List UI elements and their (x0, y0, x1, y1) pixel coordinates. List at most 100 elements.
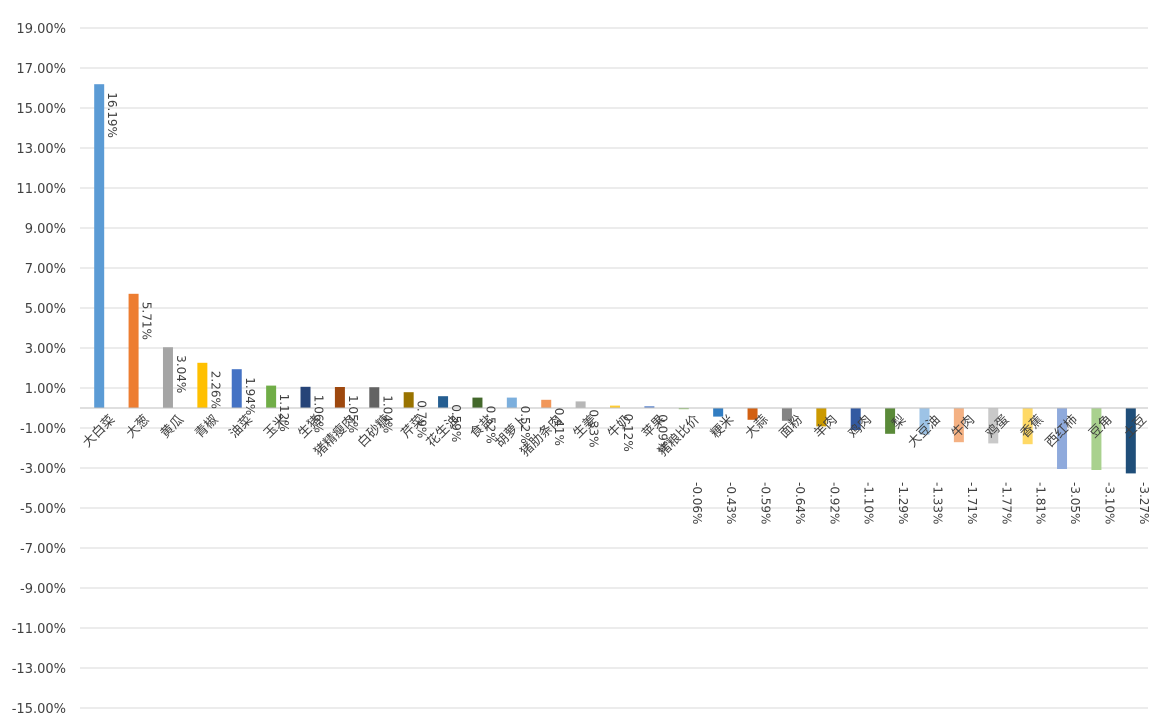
data-label: 5.71% (140, 302, 154, 340)
data-label: 0.33% (587, 409, 601, 447)
category-label: 粳米 (708, 412, 737, 441)
category-label: 大葱 (124, 412, 153, 441)
y-tick-label: 15.00% (16, 102, 66, 117)
bar (781, 408, 792, 421)
data-label: -1.77% (999, 482, 1013, 524)
y-tick-label: -7.00% (20, 542, 66, 557)
y-tick-label: 9.00% (25, 222, 66, 237)
data-label: -1.29% (896, 482, 910, 524)
data-label: -0.06% (690, 482, 704, 524)
bar (334, 387, 345, 408)
y-tick-label: -11.00% (12, 622, 66, 637)
bar (575, 401, 586, 408)
bar (472, 397, 483, 408)
bar (1057, 408, 1068, 469)
data-label: 0.12% (621, 414, 635, 452)
category-label: 鸡蛋 (983, 412, 1013, 442)
category-label: 香蕉 (1018, 412, 1047, 441)
data-label: -0.43% (724, 482, 738, 524)
data-label: 2.26% (208, 371, 222, 409)
bar (850, 408, 861, 430)
category-label: 大白菜 (79, 412, 118, 451)
bar (610, 405, 620, 408)
bar (300, 386, 311, 408)
bar (438, 396, 449, 408)
bar (919, 408, 930, 435)
bar (1125, 408, 1136, 474)
bar (231, 369, 242, 408)
gridlines (80, 27, 1148, 709)
data-label: -0.92% (827, 482, 841, 524)
bar (953, 408, 964, 443)
data-label: -1.71% (965, 482, 979, 524)
bar (128, 293, 139, 408)
bar (885, 408, 896, 434)
y-tick-label: -9.00% (20, 582, 66, 597)
data-label: 16.19% (105, 92, 119, 138)
data-label: 1.94% (243, 377, 257, 415)
data-label: 0.09% (655, 414, 669, 452)
category-label: 羊肉 (811, 412, 841, 442)
data-label: -0.59% (759, 482, 773, 524)
bar (94, 84, 105, 408)
y-tick-label: -15.00% (12, 702, 66, 717)
data-label: -3.27% (1137, 482, 1151, 524)
bar (988, 408, 999, 444)
y-tick-label: -13.00% (12, 662, 66, 677)
y-tick-label: -3.00% (20, 462, 66, 477)
y-tick-label: 13.00% (16, 142, 66, 157)
category-label: 土豆 (1121, 412, 1150, 441)
bar (1091, 408, 1102, 470)
y-tick-label: -1.00% (20, 422, 66, 437)
bar (644, 406, 655, 408)
bar (403, 392, 414, 408)
data-label: -1.10% (862, 482, 876, 524)
category-label: 面粉 (777, 412, 806, 441)
y-tick-label: -5.00% (20, 502, 66, 517)
data-label: 1.05% (346, 395, 360, 433)
y-tick-label: 17.00% (16, 62, 66, 77)
bar (747, 408, 758, 420)
bar (369, 387, 380, 408)
y-tick-label: 5.00% (25, 302, 66, 317)
bar (1022, 408, 1033, 445)
data-label: -3.10% (1102, 482, 1116, 524)
bar (816, 408, 827, 427)
category-label: 油菜 (227, 412, 256, 441)
bar (678, 408, 689, 410)
data-label: 0.41% (552, 408, 566, 446)
y-tick-label: 11.00% (16, 182, 66, 197)
data-label: 1.06% (312, 395, 326, 433)
y-tick-label: 7.00% (25, 262, 66, 277)
data-label: 0.52% (518, 406, 532, 444)
data-label: 3.04% (174, 355, 188, 393)
data-label: -0.64% (793, 482, 807, 524)
category-label: 青椒 (192, 412, 221, 441)
y-tick-label: 1.00% (25, 382, 66, 397)
bar (197, 362, 208, 408)
data-label: 0.79% (415, 400, 429, 438)
bar (541, 399, 552, 408)
category-label: 黄瓜 (158, 412, 187, 441)
data-labels: 16.19% 5.71% 3.04% 2.26% 1.94% 1.12% 1.06% 1.05… (105, 92, 1151, 524)
bar (713, 408, 724, 417)
bars (94, 84, 1136, 474)
data-label: -1.33% (930, 482, 944, 524)
y-axis-tick-labels: 19.00% 17.00% 15.00% 13.00% 11.00% 9.00% 7.00%… (12, 22, 66, 717)
category-label: 大蒜 (743, 412, 772, 441)
bar (506, 397, 517, 408)
y-tick-label: 3.00% (25, 342, 66, 357)
bar (266, 385, 277, 408)
category-label: 牛肉 (949, 412, 978, 441)
y-tick-label: 19.00% (16, 22, 66, 37)
data-label: -1.81% (1034, 482, 1048, 524)
data-label: 1.04% (380, 395, 394, 433)
data-label: 0.59% (449, 404, 463, 442)
category-label: 鸡肉 (845, 412, 875, 442)
data-label: 0.52% (483, 406, 497, 444)
data-label: 1.12% (277, 394, 291, 432)
data-label: -3.05% (1068, 482, 1082, 524)
bar (162, 347, 173, 408)
